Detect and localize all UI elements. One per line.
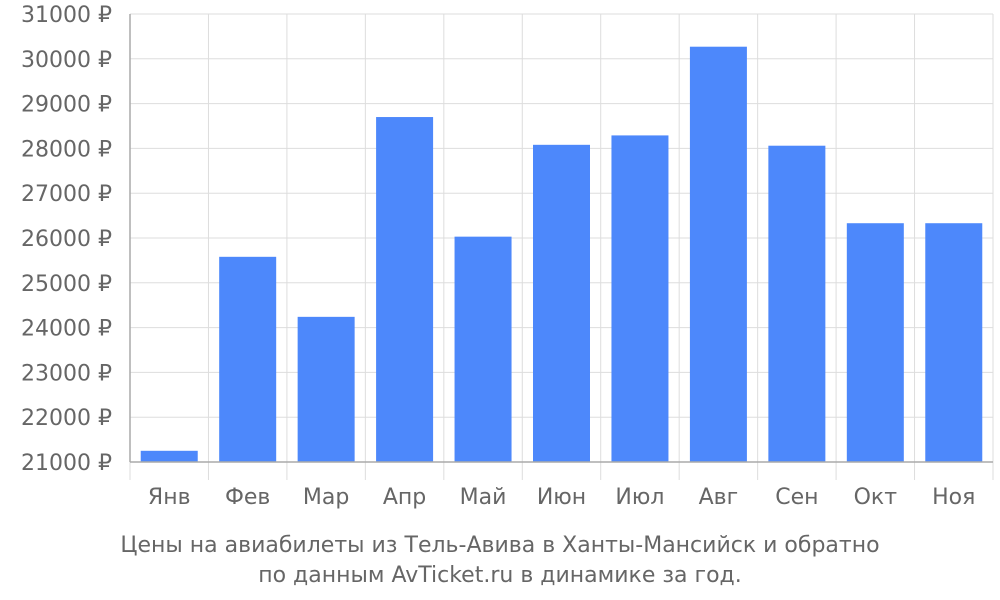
- bar-Окт: [846, 223, 904, 462]
- bar-Янв: [140, 450, 198, 462]
- y-tick-label: 25000 ₽: [21, 272, 112, 297]
- x-tick-label: Окт: [854, 485, 898, 510]
- x-tick-label: Апр: [383, 485, 426, 510]
- bar-Апр: [376, 117, 434, 462]
- y-tick-label: 24000 ₽: [21, 317, 112, 342]
- bar-Авг: [689, 46, 747, 462]
- y-tick-label: 23000 ₽: [21, 361, 112, 386]
- bar-Мар: [297, 316, 355, 462]
- y-tick-label: 30000 ₽: [21, 48, 112, 73]
- chart-caption-line-2: по данным AvTicket.ru в динамике за год.: [258, 563, 742, 588]
- x-tick-label: Июн: [537, 485, 586, 510]
- x-tick-label: Янв: [148, 485, 191, 510]
- x-tick-label: Фев: [225, 485, 270, 510]
- bar-Фев: [219, 256, 277, 462]
- y-tick-label: 21000 ₽: [21, 451, 112, 476]
- bar-Июн: [533, 144, 590, 463]
- y-tick-label: 28000 ₽: [21, 137, 112, 162]
- x-tick-labels: Янв Фев Мар Апр Май Июн Июл Авг Сен Окт Ноя: [148, 485, 975, 510]
- y-tick-label: 27000 ₽: [21, 182, 112, 207]
- x-tick-label: Июл: [615, 485, 664, 510]
- bar-Ноя: [925, 223, 983, 462]
- y-tick-label: 22000 ₽: [21, 406, 112, 431]
- axes: [129, 14, 994, 480]
- bar-Сен: [768, 145, 826, 462]
- y-tick-label: 29000 ₽: [21, 93, 112, 118]
- y-tick-label: 31000 ₽: [21, 3, 112, 28]
- bars: [140, 46, 983, 463]
- chart-caption-line-1: Цены на авиабилеты из Тель-Авива в Ханты…: [120, 533, 880, 558]
- x-tick-label: Май: [460, 485, 507, 510]
- x-tick-label: Авг: [699, 485, 739, 510]
- bar-Июл: [611, 135, 669, 462]
- price-bar-chart: 21000 ₽ 22000 ₽ 23000 ₽ 24000 ₽ 25000 ₽ 26000…: [21, 3, 994, 510]
- y-tick-labels: 21000 ₽ 22000 ₽ 23000 ₽ 24000 ₽ 25000 ₽ 26000…: [21, 3, 112, 476]
- x-tick-label: Мар: [303, 485, 349, 510]
- y-tick-label: 26000 ₽: [21, 227, 112, 252]
- x-tick-label: Ноя: [932, 485, 975, 510]
- x-tick-label: Сен: [775, 485, 818, 510]
- bar-Май: [454, 236, 512, 462]
